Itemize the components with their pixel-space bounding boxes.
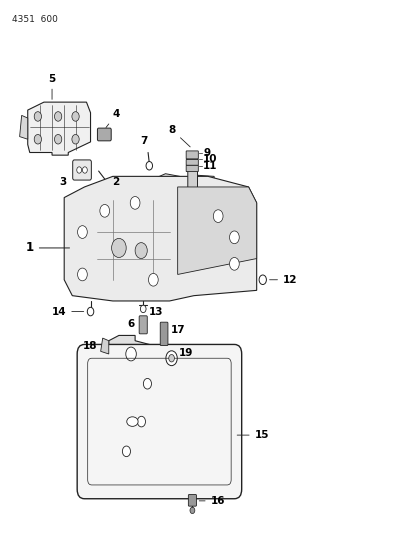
Polygon shape — [20, 115, 28, 139]
Circle shape — [34, 112, 42, 121]
Polygon shape — [198, 175, 214, 184]
FancyBboxPatch shape — [188, 495, 197, 506]
Circle shape — [87, 308, 94, 316]
FancyBboxPatch shape — [186, 151, 198, 159]
Circle shape — [169, 354, 174, 362]
Circle shape — [143, 378, 151, 389]
Circle shape — [112, 238, 126, 257]
Circle shape — [140, 305, 146, 313]
Text: 16: 16 — [199, 496, 225, 506]
Polygon shape — [64, 176, 257, 301]
Text: 2: 2 — [112, 176, 119, 187]
Circle shape — [72, 134, 79, 144]
Circle shape — [55, 134, 62, 144]
Text: 10: 10 — [203, 155, 218, 164]
Text: 6: 6 — [127, 319, 134, 329]
Text: 11: 11 — [203, 161, 218, 171]
Circle shape — [77, 167, 82, 173]
Text: 4: 4 — [106, 109, 120, 127]
Circle shape — [34, 134, 42, 144]
Circle shape — [146, 161, 153, 170]
Text: 8: 8 — [169, 125, 190, 147]
Polygon shape — [28, 102, 91, 155]
Ellipse shape — [127, 417, 138, 426]
Text: 4351  600: 4351 600 — [11, 14, 58, 23]
Polygon shape — [153, 174, 180, 184]
Text: 19: 19 — [179, 348, 193, 358]
Circle shape — [213, 210, 223, 222]
Polygon shape — [109, 335, 155, 370]
FancyBboxPatch shape — [188, 154, 197, 194]
Circle shape — [82, 167, 87, 173]
Circle shape — [259, 275, 266, 285]
Circle shape — [122, 446, 131, 457]
Circle shape — [100, 205, 110, 217]
Text: 9: 9 — [203, 148, 210, 158]
FancyBboxPatch shape — [98, 128, 111, 141]
Circle shape — [230, 257, 239, 270]
FancyBboxPatch shape — [186, 165, 198, 172]
Circle shape — [135, 243, 147, 259]
Text: 15: 15 — [237, 430, 269, 440]
Text: 17: 17 — [171, 325, 185, 335]
FancyBboxPatch shape — [77, 344, 242, 499]
Text: 13: 13 — [149, 306, 164, 317]
Text: 12: 12 — [270, 274, 297, 285]
Text: 1: 1 — [26, 241, 69, 254]
FancyBboxPatch shape — [186, 159, 198, 165]
Text: 3: 3 — [59, 177, 66, 187]
Text: 14: 14 — [51, 306, 84, 317]
Polygon shape — [177, 187, 257, 274]
FancyBboxPatch shape — [160, 322, 168, 345]
Text: 18: 18 — [83, 341, 98, 351]
Circle shape — [72, 112, 79, 121]
FancyBboxPatch shape — [139, 316, 147, 334]
Text: 5: 5 — [49, 74, 55, 99]
Circle shape — [230, 231, 239, 244]
Circle shape — [137, 416, 146, 427]
Circle shape — [78, 225, 87, 238]
Circle shape — [149, 273, 158, 286]
FancyBboxPatch shape — [73, 160, 91, 180]
Polygon shape — [101, 338, 109, 354]
Circle shape — [126, 347, 136, 361]
Circle shape — [78, 268, 87, 281]
Circle shape — [130, 197, 140, 209]
Circle shape — [166, 351, 177, 366]
Circle shape — [106, 181, 111, 188]
Circle shape — [190, 507, 195, 514]
Circle shape — [55, 112, 62, 121]
Text: 7: 7 — [140, 135, 148, 146]
